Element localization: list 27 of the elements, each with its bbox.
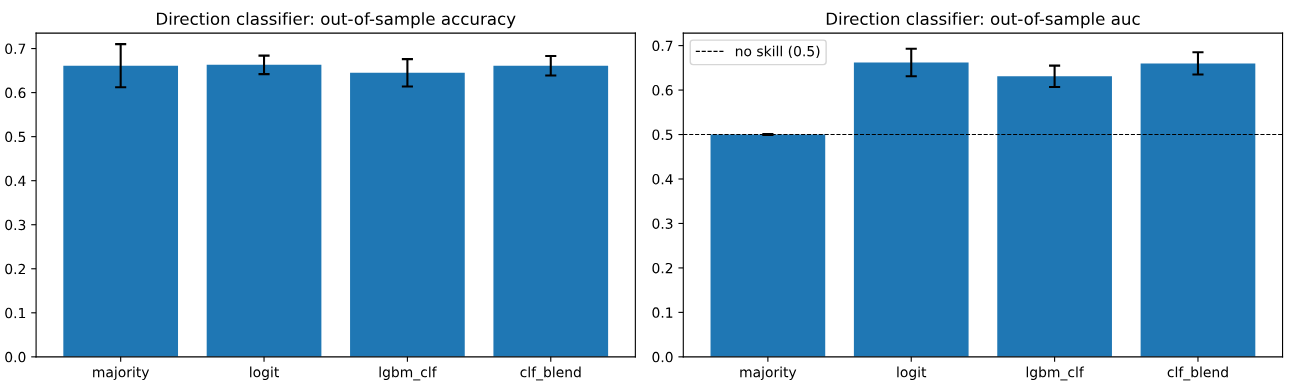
y-tick-label: 0.6 xyxy=(5,87,26,99)
y-tick-label: 0.2 xyxy=(652,262,673,274)
chart-title: Direction classifier: out-of-sample accuracy xyxy=(157,12,516,29)
x-tick-label: clf_blend xyxy=(520,366,581,381)
y-tick-label: 0.2 xyxy=(5,263,25,275)
x-tick-label: majority xyxy=(93,366,150,381)
y-tick-label: 0.7 xyxy=(5,43,26,55)
y-tick-label: 0.1 xyxy=(5,307,26,319)
x-tick-label: clf_blend xyxy=(1167,366,1228,381)
y-tick-label: 0.7 xyxy=(652,40,673,52)
y-tick-label: 0.0 xyxy=(5,351,26,363)
x-tick-label: logit xyxy=(250,366,279,381)
y-tick-label: 0.5 xyxy=(652,129,673,140)
x-tick-label: logit xyxy=(897,366,927,381)
y-tick-label: 0.0 xyxy=(652,351,673,363)
y-tick-label: 0.3 xyxy=(5,219,26,231)
x-tick-label: lgbm_clf xyxy=(379,366,437,381)
y-tick-label: 0.3 xyxy=(652,218,673,229)
y-tick-label: 0.4 xyxy=(5,175,26,187)
x-tick-label: majority xyxy=(740,366,797,381)
chart-title: Direction classifier: out-of-sample auc xyxy=(826,12,1140,29)
y-tick-label: 0.4 xyxy=(652,173,673,185)
legend-label: no skill (0.5) xyxy=(735,45,820,59)
y-tick-label: 0.6 xyxy=(652,85,673,96)
y-tick-label: 0.5 xyxy=(5,131,26,143)
x-tick-label: lgbm_clf xyxy=(1026,366,1085,381)
y-tick-label: 0.1 xyxy=(652,307,673,318)
